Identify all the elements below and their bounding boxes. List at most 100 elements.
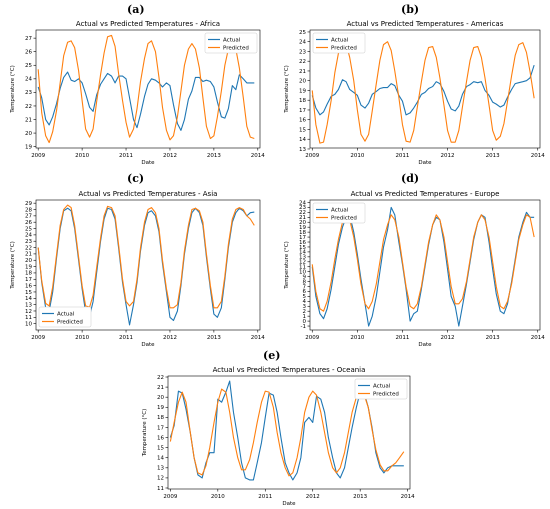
asia-y-tick-label: 27 bbox=[25, 214, 32, 220]
africa-x-tick-label: 2014 bbox=[251, 153, 265, 159]
europe-y-tick-label: 8 bbox=[303, 279, 307, 285]
oceania-y-tick-label: 21 bbox=[157, 385, 164, 391]
oceania-y-axis-label: Temperature (°C) bbox=[142, 409, 148, 457]
africa-series-predicted bbox=[37, 34, 255, 144]
africa-y-tick-label: 22 bbox=[25, 104, 32, 110]
asia-y-tick-label: 12 bbox=[25, 309, 32, 315]
asia-y-tick-label: 18 bbox=[25, 271, 32, 277]
europe-y-tick-label: 21 bbox=[299, 215, 306, 221]
africa-y-tick-label: 23 bbox=[25, 90, 32, 96]
oceania-x-tick-label: 2009 bbox=[163, 494, 177, 500]
chart-americas: Actual vs Predicted Temperatures - Ameri… bbox=[284, 20, 545, 166]
asia-series-predicted bbox=[37, 204, 255, 309]
americas-y-tick-label: 24 bbox=[299, 40, 306, 46]
africa-legend-label-predicted: Predicted bbox=[223, 46, 249, 52]
oceania-x-axis-label: Date bbox=[282, 501, 296, 507]
americas-legend-label-actual: Actual bbox=[331, 38, 349, 44]
europe-y-axis-label: Temperature (°C) bbox=[284, 241, 290, 289]
chart-europe: Actual vs Predicted Temperatures - Europ… bbox=[284, 190, 545, 348]
europe-x-axis-label: Date bbox=[418, 342, 432, 348]
asia-y-tick-label: 23 bbox=[25, 239, 32, 245]
europe-y-tick-label: 16 bbox=[299, 240, 306, 246]
americas-title: Actual vs Predicted Temperatures - Ameri… bbox=[347, 20, 504, 28]
americas-y-tick-label: 13 bbox=[299, 147, 306, 153]
americas-x-tick-label: 2013 bbox=[486, 153, 500, 159]
africa-x-tick-label: 2012 bbox=[163, 153, 177, 159]
oceania-legend-label-actual: Actual bbox=[373, 384, 391, 390]
europe-x-tick-label: 2013 bbox=[486, 335, 500, 341]
oceania-y-tick-label: 12 bbox=[157, 476, 164, 482]
americas-y-tick-label: 18 bbox=[299, 98, 306, 104]
europe-y-tick-label: 19 bbox=[299, 225, 306, 231]
africa-x-axis-label: Date bbox=[141, 160, 155, 166]
europe-y-tick-label: 0 bbox=[303, 319, 307, 325]
europe-legend-label-predicted: Predicted bbox=[331, 216, 357, 222]
europe-y-tick-label: 4 bbox=[303, 299, 307, 305]
asia-y-tick-label: 19 bbox=[25, 264, 32, 270]
americas-y-tick-label: 25 bbox=[299, 30, 306, 36]
africa-y-tick-label: 25 bbox=[25, 63, 32, 69]
oceania-y-tick-label: 16 bbox=[157, 435, 164, 441]
oceania-y-tick-label: 14 bbox=[157, 456, 164, 462]
americas-y-tick-label: 17 bbox=[299, 108, 306, 114]
americas-y-tick-label: 16 bbox=[299, 118, 306, 124]
oceania-x-tick-label: 2012 bbox=[306, 494, 320, 500]
europe-y-tick-label: 1 bbox=[303, 314, 307, 320]
americas-y-tick-label: 23 bbox=[299, 49, 306, 55]
asia-x-tick-label: 2014 bbox=[251, 335, 265, 341]
europe-y-tick-label: 12 bbox=[299, 260, 306, 266]
asia-legend-label-actual: Actual bbox=[57, 312, 75, 318]
africa-y-tick-label: 20 bbox=[25, 131, 32, 137]
africa-x-tick-label: 2013 bbox=[207, 153, 221, 159]
oceania-legend: Actual Predicted bbox=[354, 378, 408, 400]
asia-legend: Actual Predicted bbox=[38, 306, 92, 328]
oceania-title: Actual vs Predicted Temperatures - Ocean… bbox=[213, 366, 366, 374]
asia-y-tick-label: 26 bbox=[25, 220, 32, 226]
asia-y-tick-label: 16 bbox=[25, 283, 32, 289]
asia-x-axis-label: Date bbox=[141, 342, 155, 348]
oceania-x-tick-label: 2013 bbox=[353, 494, 367, 500]
oceania-y-tick-label: 19 bbox=[157, 405, 164, 411]
asia-y-tick-label: 10 bbox=[25, 321, 32, 327]
europe-legend: Actual Predicted bbox=[312, 202, 366, 224]
americas-y-tick-label: 22 bbox=[299, 59, 306, 65]
oceania-y-tick-label: 17 bbox=[157, 425, 164, 431]
europe-y-tick-label: 2 bbox=[303, 309, 307, 315]
europe-y-tick-label: 15 bbox=[299, 245, 306, 251]
europe-y-tick-label: 6 bbox=[303, 289, 307, 295]
chart-africa: Actual vs Predicted Temperatures - Afric… bbox=[10, 20, 265, 166]
europe-y-tick-label: 22 bbox=[299, 210, 306, 216]
africa-y-tick-label: 19 bbox=[25, 144, 32, 150]
europe-x-tick-label: 2014 bbox=[531, 335, 545, 341]
panel-letter-b: (b) bbox=[401, 3, 420, 16]
europe-series-predicted bbox=[311, 214, 535, 312]
europe-y-tick-label: 24 bbox=[299, 200, 306, 206]
asia-y-tick-label: 11 bbox=[25, 315, 32, 321]
americas-y-axis-label: Temperature (°C) bbox=[284, 65, 290, 113]
europe-plot-frame bbox=[309, 199, 541, 331]
africa-y-tick-label: 24 bbox=[25, 77, 32, 83]
americas-x-tick-label: 2010 bbox=[350, 153, 364, 159]
africa-legend: Actual Predicted bbox=[204, 32, 258, 54]
europe-title: Actual vs Predicted Temperatures - Europ… bbox=[351, 190, 500, 198]
asia-y-tick-label: 22 bbox=[25, 245, 32, 251]
europe-y-tick-label: -1 bbox=[301, 324, 306, 330]
americas-legend: Actual Predicted bbox=[312, 32, 366, 54]
asia-x-tick-label: 2013 bbox=[207, 335, 221, 341]
asia-y-tick-label: 17 bbox=[25, 277, 32, 283]
panel-letter-a: (a) bbox=[127, 3, 145, 16]
asia-x-tick-label: 2012 bbox=[163, 335, 177, 341]
europe-y-tick-label: 17 bbox=[299, 235, 306, 241]
europe-series-actual bbox=[311, 206, 535, 327]
africa-title: Actual vs Predicted Temperatures - Afric… bbox=[76, 20, 220, 28]
americas-y-tick-label: 21 bbox=[299, 69, 306, 75]
oceania-y-tick-label: 20 bbox=[157, 395, 164, 401]
oceania-x-tick-label: 2011 bbox=[258, 494, 272, 500]
africa-y-tick-label: 26 bbox=[25, 50, 32, 56]
asia-y-tick-label: 21 bbox=[25, 252, 32, 258]
oceania-y-tick-label: 13 bbox=[157, 466, 164, 472]
asia-x-tick-label: 2011 bbox=[119, 335, 133, 341]
americas-x-tick-label: 2014 bbox=[531, 153, 545, 159]
americas-x-tick-label: 2009 bbox=[305, 153, 319, 159]
oceania-x-tick-label: 2010 bbox=[211, 494, 225, 500]
